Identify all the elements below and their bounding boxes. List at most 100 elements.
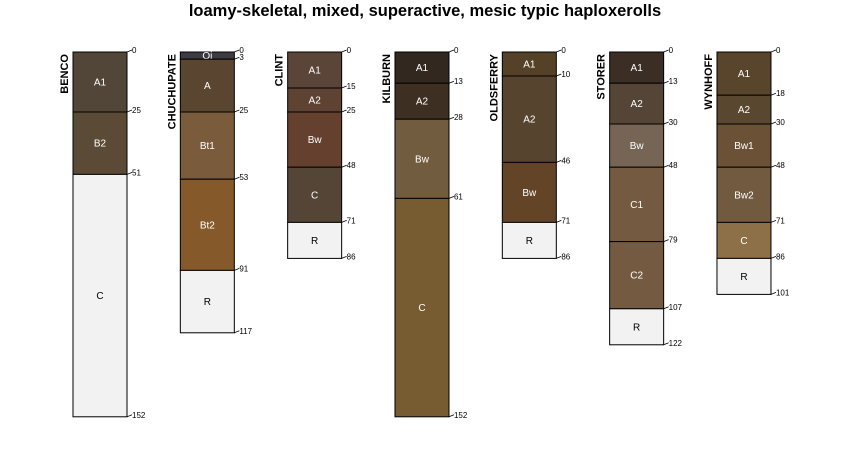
depth-label: 86	[347, 252, 356, 261]
soil-profile: BENCO A1 0 25 B2 51 C 152	[59, 46, 146, 420]
depth-tick	[770, 220, 777, 223]
horizon-label: A1	[738, 69, 751, 80]
soil-profile: STORER A1 0 13 A2 30 Bw 48 C1 79 C2 107 R 122	[596, 46, 683, 348]
depth-tick	[234, 268, 240, 271]
depth-tick	[126, 109, 133, 113]
depth-tick	[770, 49, 777, 53]
depth-label: 25	[347, 106, 356, 115]
horizon-label: Bw	[308, 135, 323, 146]
depth-label: 53	[239, 173, 248, 182]
horizon-label: A	[204, 81, 211, 92]
horizon-label: A2	[523, 115, 536, 126]
horizon-label: R	[526, 236, 533, 247]
horizon-label: Bw2	[734, 190, 754, 201]
depth-label: 0	[239, 46, 244, 55]
depth-label: 0	[669, 46, 674, 55]
depth-label: 15	[347, 82, 356, 91]
horizon	[716, 51, 772, 96]
depth-tick	[234, 56, 240, 60]
horizon-label: A2	[631, 99, 644, 110]
depth-label: 152	[454, 411, 468, 420]
profile-name: BENCO	[59, 54, 71, 94]
depth-tick	[234, 109, 240, 113]
depth-tick	[341, 220, 347, 223]
horizon-label: R	[311, 236, 318, 247]
depth-label: 79	[669, 236, 678, 245]
depth-tick	[234, 49, 240, 53]
depth-label: 48	[669, 161, 678, 170]
depth-tick	[556, 220, 562, 223]
horizon	[394, 82, 450, 120]
horizon-label: A2	[416, 97, 429, 108]
depth-label: 13	[454, 77, 463, 86]
horizon-label: A2	[309, 96, 322, 107]
horizon-label: A1	[94, 78, 107, 89]
horizon	[501, 161, 557, 223]
horizon	[716, 257, 772, 295]
horizon-label: A1	[416, 63, 429, 74]
horizon	[716, 94, 772, 125]
depth-label: 46	[561, 156, 570, 165]
depth-tick	[556, 73, 562, 77]
horizon	[72, 173, 128, 418]
profile-name: CLINT	[274, 54, 286, 87]
depth-tick	[126, 172, 133, 175]
depth-label: 0	[561, 46, 566, 55]
depth-label: 152	[132, 411, 146, 420]
depth-tick	[663, 49, 669, 53]
depth-tick	[448, 414, 455, 418]
horizon-label: Bw	[415, 154, 430, 165]
horizon-label: B2	[94, 139, 107, 150]
depth-tick	[556, 256, 562, 259]
depth-tick	[448, 196, 455, 199]
horizon	[716, 123, 772, 168]
soil-profile: OLDSFERRY A1 0 10 A2 46 Bw 71 R 86	[488, 46, 570, 261]
depth-tick	[770, 292, 777, 295]
depth-label: 25	[239, 106, 248, 115]
depth-label: 61	[454, 192, 463, 201]
horizon	[179, 269, 235, 334]
horizon	[394, 118, 450, 199]
profile-name: STORER	[596, 54, 608, 100]
depth-label: 0	[132, 46, 137, 55]
depth-tick	[770, 92, 777, 96]
depth-tick	[126, 414, 133, 418]
horizon-label: C	[740, 236, 747, 247]
horizon	[609, 82, 665, 125]
depth-label: 3	[239, 53, 244, 62]
depth-tick	[126, 49, 133, 53]
horizon	[501, 221, 557, 259]
depth-tick	[663, 239, 669, 242]
horizon	[609, 51, 665, 84]
depth-label: 30	[669, 118, 678, 127]
profile-name: WYNHOFF	[703, 54, 715, 110]
depth-tick	[556, 160, 562, 163]
horizon	[716, 221, 772, 259]
depth-tick	[341, 164, 347, 168]
horizon-label: Bw	[522, 188, 537, 199]
depth-tick	[663, 306, 669, 310]
depth-label: 25	[132, 106, 141, 115]
horizon	[72, 111, 128, 175]
depth-label: 0	[454, 46, 459, 55]
depth-tick	[341, 109, 347, 113]
depth-tick	[770, 121, 777, 125]
soil-profile: CHUCHUPATE Oi 03 A 25 Bt1 53 Bt2 91 R 117	[166, 46, 252, 336]
depth-label: 48	[347, 161, 356, 170]
depth-tick	[341, 49, 347, 53]
horizon-label: Bw1	[734, 141, 754, 152]
horizon-label: A1	[631, 63, 644, 74]
depth-tick	[770, 256, 777, 259]
depth-tick	[663, 342, 669, 346]
depth-tick	[234, 176, 240, 180]
depth-label: 51	[132, 168, 141, 177]
depth-label: 18	[776, 89, 785, 98]
horizon-label: R	[740, 272, 747, 283]
depth-label: 71	[561, 216, 570, 225]
depth-label: 71	[776, 216, 785, 225]
depth-label: 10	[561, 70, 570, 79]
horizon-label: C1	[630, 200, 643, 211]
depth-tick	[234, 330, 240, 334]
horizon-label: A2	[738, 105, 751, 116]
horizon	[287, 87, 343, 113]
